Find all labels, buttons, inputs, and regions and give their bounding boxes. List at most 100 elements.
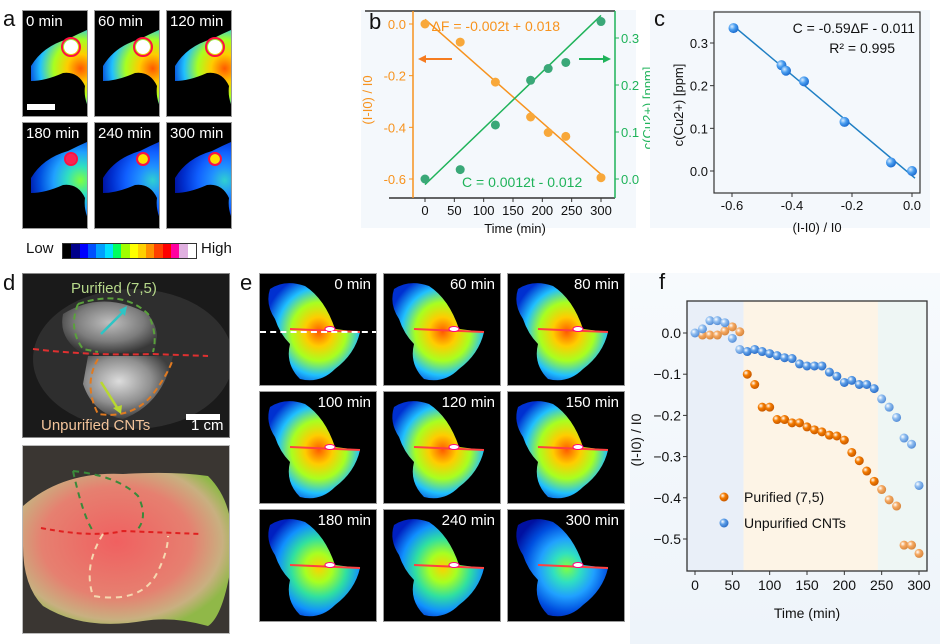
time-label: 300 min bbox=[565, 512, 619, 529]
unpurified-data-point bbox=[892, 412, 902, 422]
fit-equation: C = -0.59ΔF - 0.011 bbox=[793, 20, 916, 36]
colorbar-high-label: High bbox=[201, 240, 232, 257]
data-point bbox=[907, 166, 917, 176]
unpurified-data-point bbox=[847, 375, 857, 385]
purified-data-point bbox=[727, 322, 737, 332]
data-point-orange bbox=[596, 173, 606, 183]
heatmap-image bbox=[31, 141, 87, 217]
right-y-tick-label: 0.0 bbox=[621, 172, 639, 187]
purified-outline-visible bbox=[72, 470, 144, 532]
hotspot bbox=[448, 326, 460, 332]
visible-leaf-photo bbox=[22, 445, 230, 634]
time-label: 0 min bbox=[334, 276, 371, 293]
unpurified-arrow bbox=[99, 381, 120, 410]
time-label: 120 min bbox=[170, 13, 224, 30]
right-axis-arrowhead bbox=[603, 55, 611, 63]
unpurified-data-point bbox=[824, 367, 834, 377]
unpurified-data-point bbox=[884, 402, 894, 412]
unpurified-outline-visible bbox=[88, 533, 169, 599]
hotspot bbox=[324, 444, 336, 450]
heatmap-image bbox=[175, 29, 231, 105]
unpurified-data-point bbox=[780, 353, 790, 363]
data-point bbox=[781, 65, 791, 76]
colorbar-swatch bbox=[87, 244, 97, 258]
purified-data-point bbox=[705, 330, 715, 340]
x-tick-label: 150 bbox=[502, 203, 524, 218]
x-tick-label: 250 bbox=[561, 203, 583, 218]
midrib-line-visible bbox=[40, 527, 202, 535]
x-tick-label: 200 bbox=[531, 203, 553, 218]
x-tick-label: 50 bbox=[725, 577, 741, 593]
purified-data-point bbox=[899, 540, 909, 550]
purified-data-point bbox=[832, 431, 842, 441]
hotspot bbox=[210, 154, 220, 164]
unpurified-data-point bbox=[802, 361, 812, 371]
leaf-fluorescence bbox=[268, 401, 360, 499]
y-tick-label: −0.2 bbox=[653, 407, 681, 423]
nir-leaf-drawing bbox=[32, 289, 229, 429]
hotspot-ring bbox=[205, 37, 225, 57]
purified-data-point bbox=[735, 327, 745, 337]
unpurified-data-point bbox=[720, 318, 730, 328]
x-tick-label: 200 bbox=[833, 577, 857, 593]
leaf-fluorescence bbox=[516, 401, 608, 499]
leaf-fluorescence bbox=[268, 519, 360, 617]
unpurified-region-outline bbox=[89, 358, 174, 416]
colorbar-swatch bbox=[171, 244, 180, 258]
leaf-fluorescence bbox=[392, 283, 484, 381]
fit-equation-C: C = 0.0012t - 0.012 bbox=[462, 174, 582, 190]
panel-c-background bbox=[650, 10, 930, 228]
hotspot bbox=[138, 154, 148, 164]
panel-e-letter: e bbox=[240, 270, 253, 295]
panel-b-letter: b bbox=[369, 9, 381, 34]
heatmap-image bbox=[103, 141, 159, 217]
colorbar-swatch bbox=[63, 244, 72, 258]
colorbar-swatch bbox=[137, 244, 147, 258]
unpurified-data-point bbox=[832, 371, 842, 381]
purified-data-point bbox=[757, 402, 767, 412]
heatmap-image bbox=[268, 519, 361, 617]
data-point-green bbox=[561, 57, 571, 67]
right-y-tick-label: 0.2 bbox=[621, 78, 639, 93]
heatmap-image bbox=[516, 283, 609, 381]
panel-a-tile: 240 min bbox=[94, 122, 160, 229]
data-point-green bbox=[526, 75, 536, 85]
midrib-line bbox=[32, 348, 209, 357]
hotspot bbox=[136, 40, 150, 54]
unpurified-data-point bbox=[750, 344, 760, 354]
legend-label-purified: Purified (7,5) bbox=[744, 489, 824, 505]
data-point-green bbox=[490, 120, 500, 130]
panel-e-tile: 80 min bbox=[507, 273, 625, 386]
y-tick-label: −0.3 bbox=[653, 449, 681, 465]
x-axis-title: Time (min) bbox=[774, 605, 840, 621]
panel-c-letter: c bbox=[654, 6, 665, 31]
y-tick-label: 0.0 bbox=[690, 164, 708, 179]
panel-d-letter: d bbox=[3, 270, 16, 295]
hotspot bbox=[572, 444, 584, 450]
panel-a-tile: 0 min bbox=[22, 10, 88, 117]
time-label: 240 min bbox=[441, 512, 495, 529]
hotspot bbox=[208, 40, 222, 54]
data-point-green bbox=[455, 165, 465, 175]
right-y-tick-label: 0.1 bbox=[621, 125, 639, 140]
unpurified-data-point bbox=[697, 324, 707, 334]
left-y-tick-label: -0.2 bbox=[384, 69, 406, 84]
heatmap-image bbox=[268, 401, 361, 499]
purified-data-point bbox=[839, 435, 849, 445]
data-point-orange bbox=[420, 19, 430, 29]
data-point-green bbox=[596, 17, 606, 27]
colorbar-swatch bbox=[112, 244, 122, 258]
leaf-upper-half bbox=[62, 301, 157, 354]
panel-e-tile: 300 min bbox=[507, 509, 625, 622]
panel-e-tile: 150 min bbox=[507, 391, 625, 504]
left-y-tick-label: -0.4 bbox=[384, 120, 406, 135]
visible-leaf-drawing bbox=[23, 470, 229, 626]
scale-bar bbox=[27, 104, 55, 110]
purified-data-point bbox=[780, 415, 790, 425]
colorbar-swatch bbox=[71, 244, 80, 258]
purified-region-outline bbox=[73, 297, 156, 353]
unpurified-data-point bbox=[787, 354, 797, 364]
y-tick-label: −0.5 bbox=[653, 531, 681, 547]
